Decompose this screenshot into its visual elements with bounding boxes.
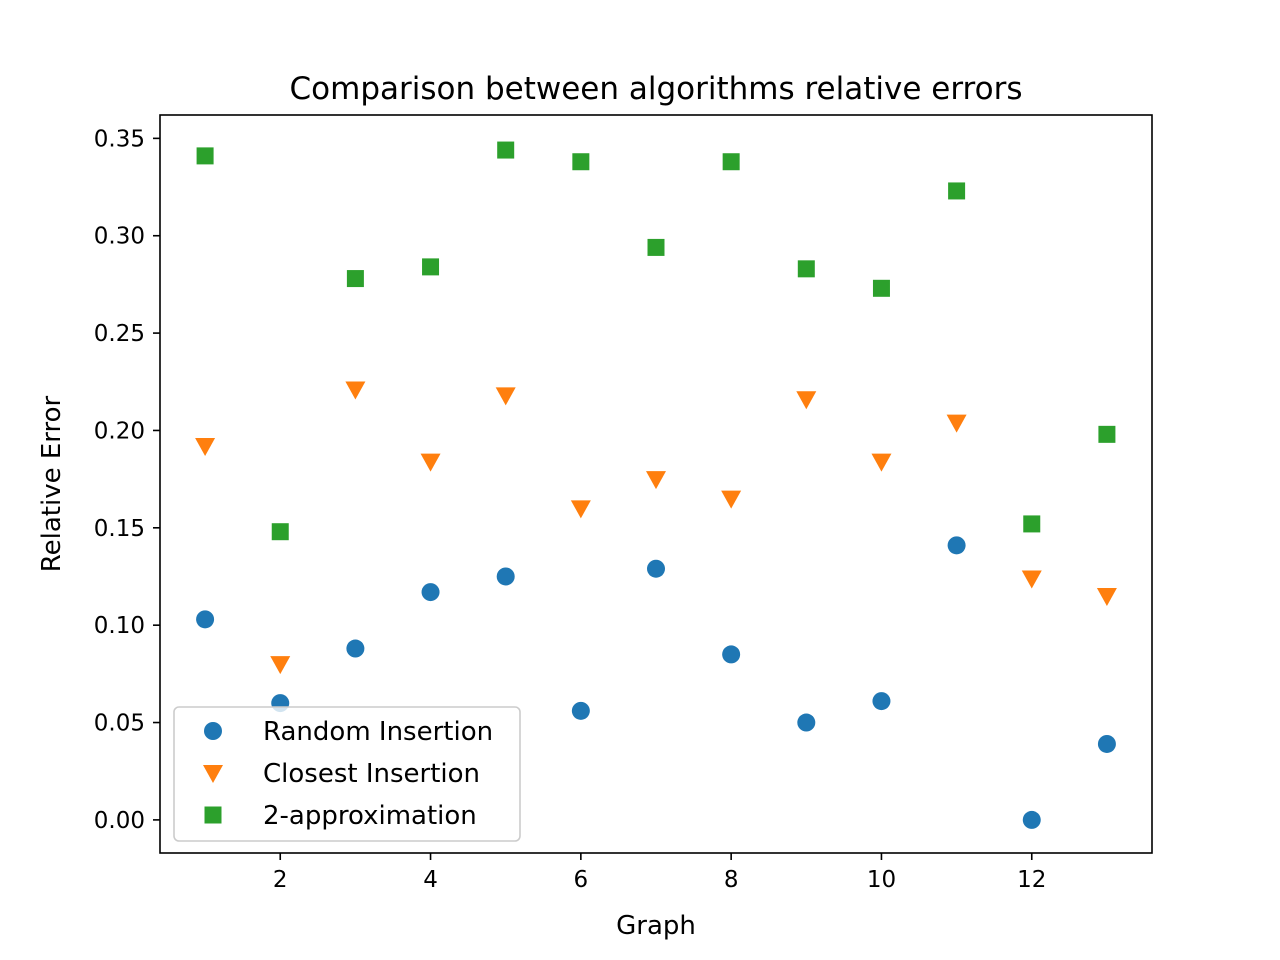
data-point (797, 260, 815, 278)
data-point (420, 453, 441, 472)
plot-frame (159, 114, 1153, 854)
y-tick-label: 0.30 (94, 224, 145, 250)
data-point (871, 453, 892, 472)
y-tick-label: 0.35 (94, 126, 145, 152)
data-point (946, 414, 967, 433)
x-axis: 2 4 6 8 10 12 (273, 853, 1046, 893)
data-point (647, 559, 665, 578)
data-point (1096, 587, 1117, 606)
series-square (196, 141, 1116, 541)
legend-label: Closest Insertion (263, 759, 480, 789)
y-tick-label: 0.10 (94, 613, 145, 639)
data-point (346, 639, 365, 658)
y-tick-label: 0.25 (94, 321, 145, 347)
data-point (1021, 570, 1042, 589)
data-point (1023, 515, 1041, 533)
x-tick-label: 6 (574, 867, 589, 893)
y-tick-label: 0.20 (94, 418, 145, 444)
data-point (1098, 425, 1116, 443)
data-point (722, 645, 741, 664)
data-point (571, 701, 590, 720)
data-point (1022, 810, 1041, 829)
legend-marker (203, 765, 223, 783)
x-tick-label: 4 (423, 867, 438, 893)
data-point (646, 471, 666, 490)
data-point (1097, 734, 1116, 753)
legend-label: Random Insertion (263, 717, 493, 747)
y-tick-label: 0.05 (94, 711, 145, 737)
data-point (722, 153, 740, 171)
legend-marker (204, 806, 222, 824)
series-triangle-down (195, 381, 1117, 675)
data-point (872, 692, 891, 711)
x-tick-label: 10 (867, 867, 896, 893)
chart-title: Comparison between algorithms relative e… (290, 71, 1023, 107)
legend-marker (204, 722, 222, 740)
y-tick-label: 0.00 (94, 808, 145, 834)
data-point (271, 523, 289, 541)
legend-box (173, 706, 521, 842)
y-axis-label: Relative Error (37, 395, 67, 572)
x-axis-label: Graph (616, 911, 696, 941)
x-tick-label: 12 (1017, 867, 1046, 893)
data-point (345, 381, 366, 400)
data-point (196, 147, 214, 165)
plot-area (195, 141, 1117, 829)
legend: Random Insertion Closest Insertion 2-appro… (173, 706, 521, 842)
x-tick-label: 8 (724, 867, 739, 893)
legend-label: 2-approximation (263, 801, 477, 831)
data-point (797, 713, 816, 732)
data-point (346, 270, 364, 288)
data-point (421, 583, 440, 602)
data-point (195, 438, 216, 457)
data-point (196, 610, 215, 629)
data-point (497, 141, 515, 159)
data-point (270, 656, 291, 675)
data-point (721, 490, 742, 509)
y-tick-label: 0.15 (94, 516, 145, 542)
x-tick-label: 2 (273, 867, 288, 893)
data-point (495, 387, 516, 406)
data-point (947, 536, 966, 555)
data-point (796, 391, 817, 410)
data-point (572, 153, 590, 171)
data-point (872, 279, 890, 297)
y-axis: 0.00 0.05 0.10 0.15 0.20 0.25 0.30 0.35 (94, 126, 160, 834)
series-circle (196, 536, 1116, 829)
data-point (496, 567, 515, 586)
data-point (570, 500, 591, 519)
data-point (422, 258, 440, 276)
data-point (948, 182, 966, 200)
data-point (647, 238, 665, 256)
